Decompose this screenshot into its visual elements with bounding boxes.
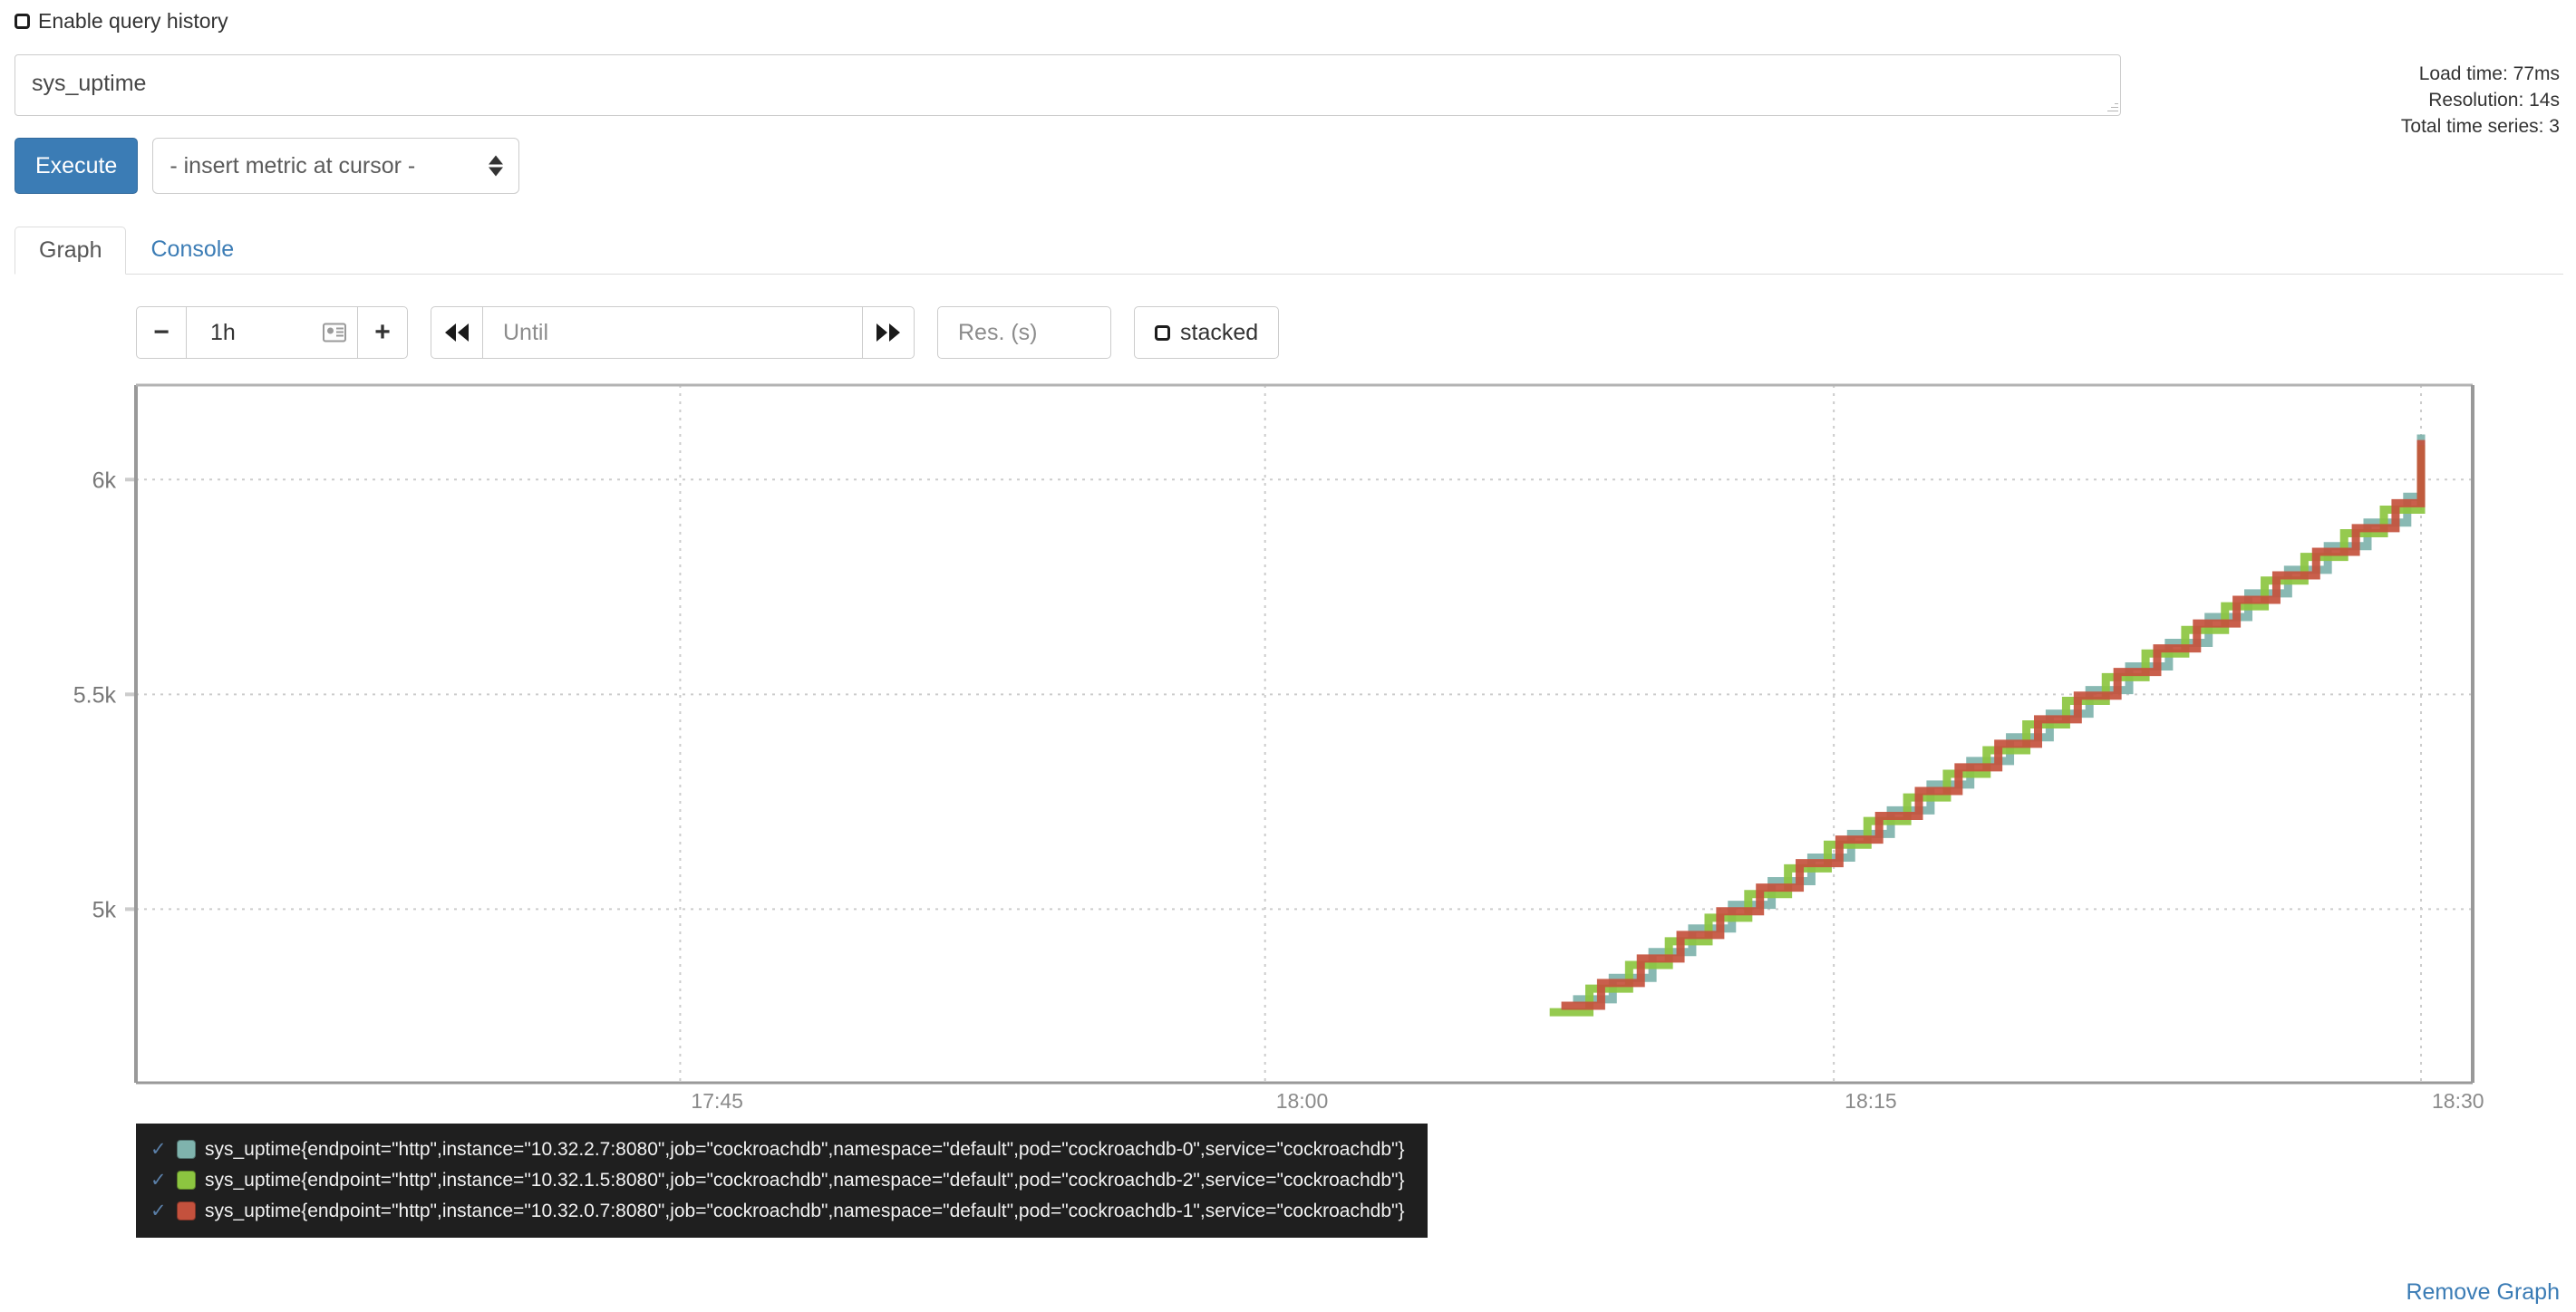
legend-series-label: sys_uptime{endpoint="http",instance="10.…	[205, 1138, 1405, 1160]
svg-text:18:00: 18:00	[1276, 1089, 1329, 1113]
range-decrease-button[interactable]: −	[136, 306, 187, 359]
vcard-icon[interactable]	[323, 323, 346, 342]
query-history-label: Enable query history	[38, 9, 228, 33]
legend-check-icon[interactable]: ✓	[150, 1169, 167, 1191]
legend-series-label: sys_uptime{endpoint="http",instance="10.…	[205, 1169, 1405, 1191]
total-time-series-text: Total time series: 3	[2400, 115, 2560, 137]
range-input[interactable]: 1h	[186, 306, 358, 359]
resolution-text: Resolution: 14s	[2428, 89, 2560, 111]
load-time-text: Load time: 77ms	[2418, 63, 2560, 84]
legend-item[interactable]: ✓ sys_uptime{endpoint="http",instance="1…	[150, 1164, 1404, 1195]
expression-input-wrapper[interactable]	[15, 54, 2121, 116]
svg-text:5.5k: 5.5k	[73, 682, 117, 708]
until-input[interactable]: Until	[482, 306, 863, 359]
legend-check-icon[interactable]: ✓	[150, 1138, 167, 1160]
stacked-label: stacked	[1180, 319, 1259, 345]
range-input-value: 1h	[210, 319, 236, 345]
query-history-row[interactable]: Enable query history	[15, 11, 228, 32]
time-navigation-group: Until	[431, 306, 915, 359]
tab-console[interactable]: Console	[150, 236, 235, 262]
execute-row: Execute - insert metric at cursor -	[15, 138, 520, 194]
tab-bar: Graph Console	[15, 222, 2563, 275]
svg-text:6k: 6k	[92, 468, 117, 493]
svg-text:18:15: 18:15	[1845, 1089, 1897, 1113]
query-history-checkbox[interactable]	[15, 14, 30, 29]
resolution-input[interactable]: Res. (s)	[937, 306, 1111, 359]
remove-graph-link[interactable]: Remove Graph	[2406, 1279, 2560, 1305]
resolution-placeholder-text: Res. (s)	[958, 319, 1038, 345]
legend-series-label: sys_uptime{endpoint="http",instance="10.…	[205, 1200, 1405, 1221]
legend-item[interactable]: ✓ sys_uptime{endpoint="http",instance="1…	[150, 1134, 1404, 1164]
time-series-chart[interactable]: 5k 5.5k 6k 17:45 18:00 18:15 18:30	[15, 370, 2563, 1276]
range-control-group: − 1h +	[136, 306, 408, 359]
metric-select-wrapper[interactable]: - insert metric at cursor -	[152, 138, 520, 194]
stacked-toggle-button[interactable]: stacked	[1134, 306, 1280, 359]
tab-graph[interactable]: Graph	[15, 226, 127, 275]
graph-panel: 5k 5.5k 6k 17:45 18:00 18:15 18:30	[15, 370, 2563, 1276]
svg-text:18:30: 18:30	[2432, 1089, 2484, 1113]
legend-color-swatch	[177, 1139, 196, 1159]
svg-text:5k: 5k	[92, 897, 117, 922]
insert-metric-select[interactable]: - insert metric at cursor -	[152, 138, 520, 194]
chart-legend: ✓ sys_uptime{endpoint="http",instance="1…	[136, 1124, 1428, 1238]
legend-check-icon[interactable]: ✓	[150, 1200, 167, 1221]
step-backward-icon[interactable]	[431, 306, 483, 359]
expression-input[interactable]	[15, 54, 2121, 116]
svg-text:17:45: 17:45	[691, 1089, 743, 1113]
legend-color-swatch	[177, 1201, 196, 1220]
graph-controls-toolbar: − 1h + Until Res. (s) stacked	[136, 306, 1280, 359]
stacked-checkbox-icon[interactable]	[1155, 324, 1170, 341]
range-increase-button[interactable]: +	[357, 306, 408, 359]
legend-item[interactable]: ✓ sys_uptime{endpoint="http",instance="1…	[150, 1195, 1404, 1226]
execute-button[interactable]: Execute	[15, 138, 139, 194]
legend-color-swatch	[177, 1170, 196, 1190]
until-placeholder-text: Until	[503, 319, 549, 345]
query-stats: Load time: 77ms Resolution: 14s Total ti…	[2401, 62, 2560, 140]
step-forward-icon[interactable]	[862, 306, 915, 359]
